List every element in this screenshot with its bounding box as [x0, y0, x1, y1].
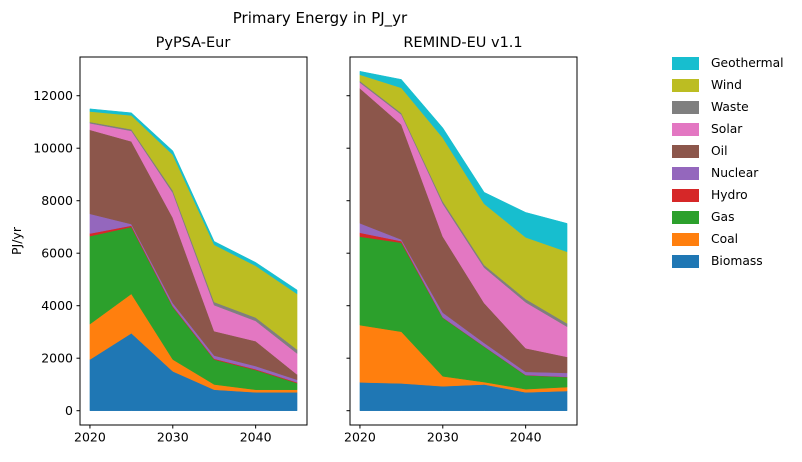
axes-spines: [79, 56, 308, 426]
x-tick-label: 2040: [240, 430, 272, 445]
legend-label-hydro: Hydro: [711, 188, 748, 202]
legend-swatch-biomass: [672, 254, 699, 268]
legend-item-geothermal: Geothermal: [672, 52, 784, 74]
legend-item-wind: Wind: [672, 74, 784, 96]
subplot-title-pypsa-eur: PyPSA-Eur: [156, 35, 231, 51]
y-tick-label: 6000: [41, 245, 73, 260]
legend-swatch-waste: [672, 100, 699, 114]
legend-label-coal: Coal: [711, 232, 739, 246]
x-tick-label: 2030: [427, 430, 459, 445]
y-tick-label: 4000: [41, 298, 73, 313]
subplot-title-remind-eu: REMIND-EU v1.1: [403, 35, 522, 51]
legend-item-solar: Solar: [672, 118, 784, 140]
legend-swatch-oil: [672, 144, 699, 158]
x-tick-label: 2040: [510, 430, 542, 445]
legend-item-gas: Gas: [672, 206, 784, 228]
y-tick-label: 0: [65, 403, 73, 418]
legend-label-biomass: Biomass: [711, 254, 763, 268]
legend-swatch-solar: [672, 122, 699, 136]
legend-label-oil: Oil: [711, 144, 728, 158]
legend-label-solar: Solar: [711, 122, 743, 136]
legend-item-nuclear: Nuclear: [672, 162, 784, 184]
chart-pypsa-eur: 2020 2030 2040 0 2000 4000 6000 8000 10000 12000: [33, 56, 308, 445]
legend-swatch-hydro: [672, 188, 699, 202]
x-tick-label: 2020: [74, 430, 106, 445]
legend-item-waste: Waste: [672, 96, 784, 118]
legend-item-biomass: Biomass: [672, 250, 784, 272]
legend-swatch-nuclear: [672, 166, 699, 180]
x-tick-label: 2020: [344, 430, 376, 445]
legend-item-oil: Oil: [672, 140, 784, 162]
legend-swatch-coal: [672, 232, 699, 246]
legend-item-hydro: Hydro: [672, 184, 784, 206]
figure-title: Primary Energy in PJ_yr: [233, 9, 408, 28]
legend-label-waste: Waste: [711, 100, 749, 114]
y-tick-label: 10000: [33, 140, 73, 155]
legend-swatch-geothermal: [672, 56, 699, 70]
y-axis-label: PJ/yr: [9, 226, 24, 255]
axes-spines: [349, 56, 578, 426]
legend-item-coal: Coal: [672, 228, 784, 250]
legend-label-geothermal: Geothermal: [711, 56, 784, 70]
y-tick-label: 8000: [41, 193, 73, 208]
legend-label-gas: Gas: [711, 210, 735, 224]
area-geothermal: [359, 71, 568, 253]
y-tick-label: 2000: [41, 350, 73, 365]
legend: Geothermal Wind Waste Solar Oil Nuclear Hydro G…: [672, 52, 784, 272]
y-tick-label: 12000: [33, 88, 73, 103]
chart-remind-eu: 2020 2030 2040: [344, 56, 578, 445]
legend-swatch-gas: [672, 210, 699, 224]
legend-label-nuclear: Nuclear: [711, 166, 759, 180]
x-tick-label: 2030: [157, 430, 189, 445]
area-geothermal: [89, 108, 298, 295]
legend-label-wind: Wind: [711, 78, 742, 92]
legend-swatch-wind: [672, 78, 699, 92]
